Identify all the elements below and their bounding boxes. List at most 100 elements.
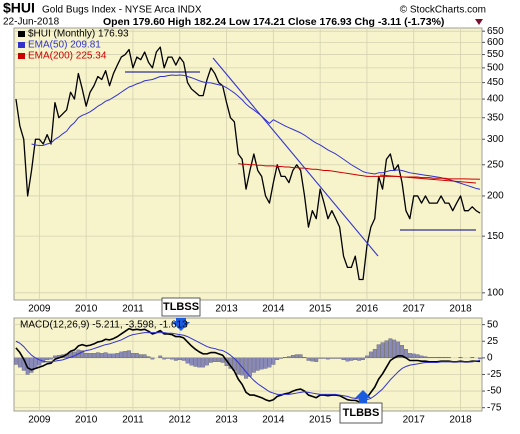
- histogram-bar: [209, 357, 213, 363]
- histogram-bar: [189, 357, 194, 366]
- histogram-bar: [138, 354, 143, 359]
- legend-swatch: [18, 42, 25, 48]
- x-tick-label: 2014: [262, 304, 285, 315]
- histogram-bar: [127, 350, 131, 359]
- histogram-bar: [357, 357, 362, 361]
- date: 22-Jun-2018: [3, 17, 60, 28]
- histogram-bar: [419, 355, 424, 359]
- histogram-bar: [119, 351, 124, 359]
- histogram-bar: [279, 357, 284, 359]
- x-tick-label: 2013: [215, 415, 238, 426]
- annotation-arrow: [355, 390, 371, 403]
- y-tick-label: 500: [487, 63, 504, 74]
- x-tick-label: 2010: [75, 415, 98, 426]
- macd-panel: [13, 317, 483, 412]
- histogram-bar: [384, 340, 389, 359]
- histogram-bar: [236, 357, 241, 375]
- histogram-bar: [80, 350, 85, 359]
- histogram-bar: [244, 357, 248, 379]
- histogram-bar: [329, 357, 334, 359]
- x-tick-label: 2015: [309, 304, 332, 315]
- histogram-bar: [443, 357, 447, 359]
- histogram-bar: [470, 357, 475, 359]
- histogram-bar: [49, 357, 53, 360]
- histogram-bar: [37, 357, 42, 366]
- histogram-bar: [205, 357, 209, 366]
- histogram-bar: [349, 357, 354, 361]
- histogram-bar: [45, 357, 50, 361]
- series-line: [15, 332, 481, 401]
- histogram-bar: [162, 357, 167, 360]
- histogram-bar: [248, 357, 252, 377]
- x-tick-label: 2016: [356, 304, 379, 315]
- histogram-bar: [251, 357, 256, 373]
- series-line: [238, 163, 481, 180]
- histogram-bar: [439, 357, 443, 359]
- histogram-bar: [298, 354, 303, 359]
- chart-title: Gold Bugs Index - NYSE Arca INDX: [42, 5, 202, 16]
- histogram-bar: [185, 357, 190, 364]
- histogram-bar: [29, 357, 34, 373]
- histogram-bar: [458, 357, 463, 359]
- histogram-bar: [380, 342, 385, 359]
- legend-label: $HUI (Monthly) 176.93: [28, 29, 129, 40]
- histogram-bar: [142, 354, 147, 359]
- y-tick-label: 150: [487, 231, 504, 242]
- histogram-bar: [123, 351, 128, 359]
- y-tick-label: 650: [487, 26, 504, 37]
- histogram-bar: [415, 354, 420, 359]
- histogram-bar: [302, 357, 307, 359]
- histogram-bar: [396, 341, 401, 359]
- histogram-bar: [290, 355, 295, 359]
- histogram-bar: [33, 357, 38, 369]
- histogram-bar: [84, 353, 89, 359]
- histogram-bar: [275, 357, 280, 361]
- histogram-bar: [107, 353, 112, 359]
- histogram-bar: [310, 357, 315, 362]
- y-tick-label: 250: [487, 159, 504, 170]
- histogram-bar: [322, 357, 326, 359]
- histogram-bar: [193, 357, 198, 367]
- y-tick-label: -50: [487, 386, 502, 397]
- histogram-bar: [173, 357, 178, 361]
- histogram-bar: [365, 355, 369, 359]
- legend-swatch: [18, 53, 25, 59]
- series-line: [15, 327, 481, 403]
- annotation: TLBSS: [163, 301, 199, 313]
- histogram-bar: [361, 357, 365, 361]
- histogram-bar: [427, 357, 432, 359]
- histogram-bar: [353, 357, 358, 361]
- annotation-arrow: [172, 318, 190, 331]
- histogram-bar: [326, 357, 330, 360]
- y-tick-label: 200: [487, 191, 504, 202]
- y-tick-label: -75: [487, 402, 502, 413]
- histogram-bar: [392, 339, 397, 359]
- histogram-bar: [181, 357, 186, 361]
- y-tick-label: 400: [487, 94, 504, 105]
- histogram-bar: [255, 357, 260, 371]
- histogram-bar: [131, 353, 135, 359]
- histogram-bar: [341, 357, 346, 361]
- x-tick-label: 2017: [403, 304, 426, 315]
- histogram-bar: [337, 357, 342, 359]
- source: © StockCharts.com: [400, 5, 486, 16]
- y-tick-label: 550: [487, 49, 504, 60]
- y-tick-label: 50: [487, 319, 499, 330]
- histogram-bar: [283, 357, 287, 359]
- histogram-bar: [146, 356, 151, 359]
- histogram-bar: [170, 357, 174, 360]
- histogram-bar: [318, 357, 323, 359]
- histogram-bar: [271, 357, 276, 365]
- histogram-bar: [220, 357, 225, 363]
- histogram-bar: [431, 357, 436, 359]
- histogram-bar: [95, 352, 100, 359]
- histogram-bar: [17, 357, 22, 368]
- x-tick-label: 2009: [28, 304, 51, 315]
- y-tick-label: 600: [487, 37, 504, 48]
- histogram-bar: [201, 357, 206, 368]
- histogram-bar: [294, 354, 299, 359]
- grid-layer: 6506005505004504003503002502001501002009…: [14, 26, 504, 426]
- histogram-bar: [345, 357, 350, 362]
- histogram-bar: [376, 344, 381, 359]
